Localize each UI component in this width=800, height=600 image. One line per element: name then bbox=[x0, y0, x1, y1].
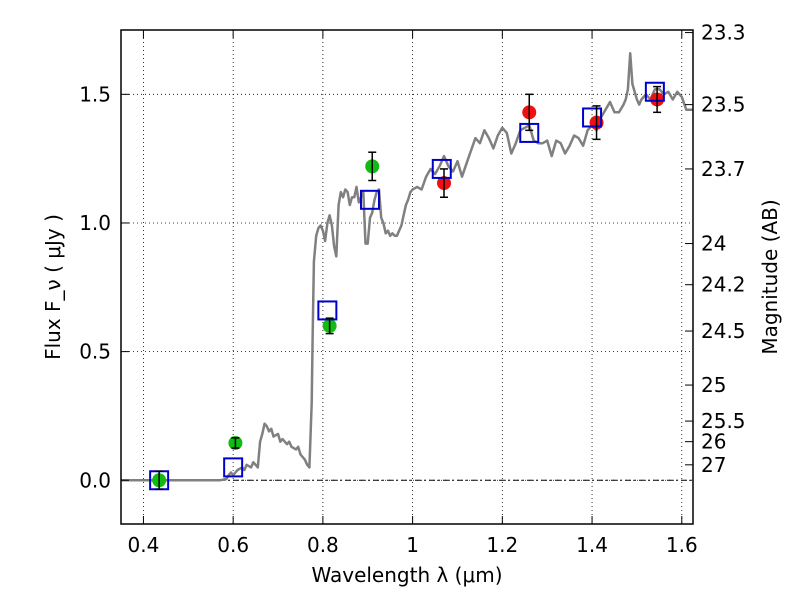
right-tick-label: 25 bbox=[701, 373, 726, 397]
tick-labels: 0.4 0.6 0.8 1 1.2 1.4 1.6 0.0 0.5 1.0 1.5 23.3 23.5 2… bbox=[79, 21, 745, 557]
model-flux-marker bbox=[431, 158, 452, 179]
model-flux-marker bbox=[223, 457, 244, 478]
right-tick-label: 23.5 bbox=[701, 93, 746, 117]
model-flux-marker bbox=[317, 300, 338, 321]
ticks bbox=[121, 30, 693, 524]
right-tick-label: 25.5 bbox=[701, 409, 746, 433]
right-tick-label: 26 bbox=[701, 430, 726, 454]
model-spectrum-line bbox=[121, 51, 693, 482]
y-tick-label: 0.5 bbox=[79, 340, 111, 364]
right-tick-label: 27 bbox=[701, 453, 726, 477]
x-tick-label: 1.4 bbox=[576, 533, 608, 557]
x-tick-label: 1.2 bbox=[486, 533, 518, 557]
x-tick-label: 0.6 bbox=[217, 533, 249, 557]
y-tick-label: 1.0 bbox=[79, 211, 111, 235]
grid bbox=[121, 30, 693, 524]
model-flux-marker bbox=[582, 107, 603, 128]
right-tick-label: 23.3 bbox=[701, 21, 746, 45]
y-tick-label: 0.0 bbox=[79, 468, 111, 492]
y-axis-label: Flux F_ν ( μJy ) bbox=[41, 214, 65, 360]
right-tick-label: 24.2 bbox=[701, 273, 746, 297]
model-flux-marker bbox=[359, 189, 380, 210]
right-axis-label: Magnitude (AB) bbox=[758, 199, 782, 354]
x-tick-label: 1 bbox=[406, 533, 419, 557]
x-axis-label: Wavelength λ (μm) bbox=[311, 563, 502, 587]
x-tick-label: 0.4 bbox=[128, 533, 160, 557]
right-tick-label: 24.5 bbox=[701, 319, 746, 343]
plot-frame bbox=[120, 29, 694, 525]
right-tick-label: 24 bbox=[701, 232, 726, 256]
x-tick-label: 1.6 bbox=[666, 533, 698, 557]
model-spectrum-layer bbox=[121, 51, 693, 482]
y-tick-label: 1.5 bbox=[79, 82, 111, 106]
markers-layer bbox=[149, 81, 665, 491]
right-tick-label: 23.7 bbox=[701, 157, 746, 181]
model-flux-marker bbox=[644, 81, 665, 102]
x-tick-label: 0.8 bbox=[307, 533, 339, 557]
